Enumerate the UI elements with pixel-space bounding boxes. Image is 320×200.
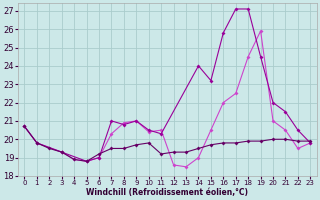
- X-axis label: Windchill (Refroidissement éolien,°C): Windchill (Refroidissement éolien,°C): [86, 188, 248, 197]
